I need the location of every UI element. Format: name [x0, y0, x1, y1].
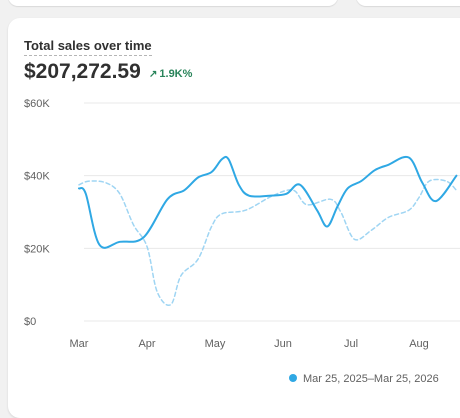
legend-swatch — [289, 374, 297, 382]
comparison-series-line[interactable] — [78, 178, 458, 307]
y-tick-label: $20K — [24, 243, 50, 255]
x-tick-label: Jul — [344, 338, 358, 350]
change-badge: ↗ 1.9K% — [149, 68, 192, 80]
sales-line-chart[interactable]: $0 $20K $40K $60K Mar Apr May Jun Jul Aug — [0, 0, 460, 408]
change-value: 1.9K% — [159, 68, 193, 80]
y-tick-label: $60K — [24, 98, 50, 110]
x-axis-ticks: Mar Apr May Jun Jul Aug — [70, 338, 429, 350]
previous-card-right — [356, 0, 460, 6]
chart-legend[interactable]: Mar 25, 2025–Mar 25, 2026 — [289, 373, 439, 385]
trend-up-arrow-icon: ↗ — [149, 69, 158, 80]
previous-card-left — [8, 0, 338, 6]
legend-label: Mar 25, 2025–Mar 25, 2026 — [303, 373, 439, 385]
x-tick-label: Jun — [274, 338, 292, 350]
y-tick-label: $40K — [24, 171, 50, 183]
x-tick-label: Aug — [409, 338, 429, 350]
x-tick-label: May — [205, 338, 226, 350]
y-tick-label: $0 — [24, 316, 36, 328]
total-sales-value: $207,272.59 — [24, 60, 141, 83]
x-tick-label: Apr — [138, 338, 155, 350]
y-axis-ticks: $0 $20K $40K $60K — [24, 98, 50, 328]
sales-card — [8, 18, 460, 418]
gridlines — [84, 102, 460, 322]
series-lines — [78, 155, 458, 307]
current-series-line[interactable] — [78, 155, 458, 249]
x-tick-label: Mar — [70, 338, 89, 350]
card-title[interactable]: Total sales over time — [24, 38, 152, 56]
